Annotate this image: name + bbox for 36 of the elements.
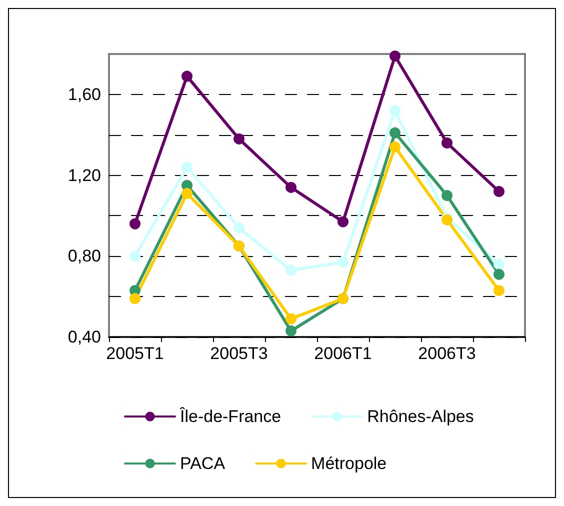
x-tick-label: 2005T3 — [210, 344, 268, 363]
point — [286, 313, 296, 324]
point — [390, 141, 400, 152]
point — [338, 216, 348, 228]
point — [286, 264, 296, 276]
point — [390, 50, 400, 62]
y-tick-label: 0,40 — [68, 328, 101, 346]
point — [494, 285, 504, 296]
point — [442, 137, 452, 148]
point — [494, 258, 504, 270]
point — [182, 162, 192, 173]
point — [286, 182, 296, 193]
point — [494, 186, 504, 197]
point — [130, 250, 140, 262]
point — [130, 293, 140, 304]
point — [494, 268, 504, 280]
x-tick-label: 2005T1 — [106, 344, 164, 363]
point — [390, 127, 400, 138]
point — [234, 222, 244, 234]
y-tick-label: 0,80 — [68, 246, 101, 266]
point — [130, 218, 140, 230]
point — [338, 256, 348, 268]
point — [390, 105, 400, 116]
legend-label: PACA — [180, 454, 226, 473]
legend-label: Rhônes-Alpes — [367, 407, 474, 426]
legend-label: Île-de-France — [179, 407, 282, 426]
x-tick-label: 2006T1 — [314, 344, 372, 363]
point — [442, 190, 452, 201]
legend-label: Métropole — [311, 454, 387, 473]
point — [182, 70, 192, 82]
point — [286, 325, 296, 336]
point — [234, 133, 244, 144]
y-tick-label: 1,60 — [68, 84, 101, 104]
x-tick-label: 2006T3 — [418, 344, 476, 363]
point — [182, 188, 192, 199]
y-tick-label: 1,20 — [68, 166, 101, 185]
